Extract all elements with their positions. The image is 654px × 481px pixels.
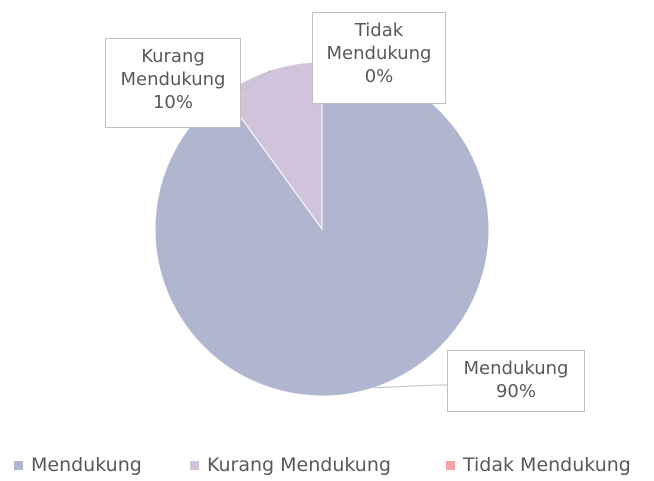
leader-line: [373, 384, 447, 389]
data-label: Kurang Mendukung 10%: [105, 38, 241, 128]
data-label: Tidak Mendukung 0%: [312, 12, 446, 104]
legend-item: Kurang Mendukung: [190, 454, 391, 476]
legend-label: Mendukung: [31, 454, 142, 476]
data-label: Mendukung 90%: [447, 350, 585, 412]
legend-swatch: [446, 460, 455, 470]
legend-item: Mendukung: [14, 454, 142, 476]
legend-item: Tidak Mendukung: [446, 454, 631, 476]
legend-swatch: [190, 460, 199, 470]
legend-swatch: [14, 460, 23, 470]
data-label-name: Tidak Mendukung: [326, 20, 432, 64]
data-label-value: 90%: [495, 381, 536, 402]
data-label-name: Kurang Mendukung: [120, 46, 226, 90]
legend-label: Kurang Mendukung: [207, 454, 391, 476]
data-label-value: 10%: [152, 92, 193, 113]
legend-label: Tidak Mendukung: [463, 454, 631, 476]
data-label-value: 0%: [364, 66, 394, 87]
data-label-name: Mendukung: [463, 358, 569, 379]
